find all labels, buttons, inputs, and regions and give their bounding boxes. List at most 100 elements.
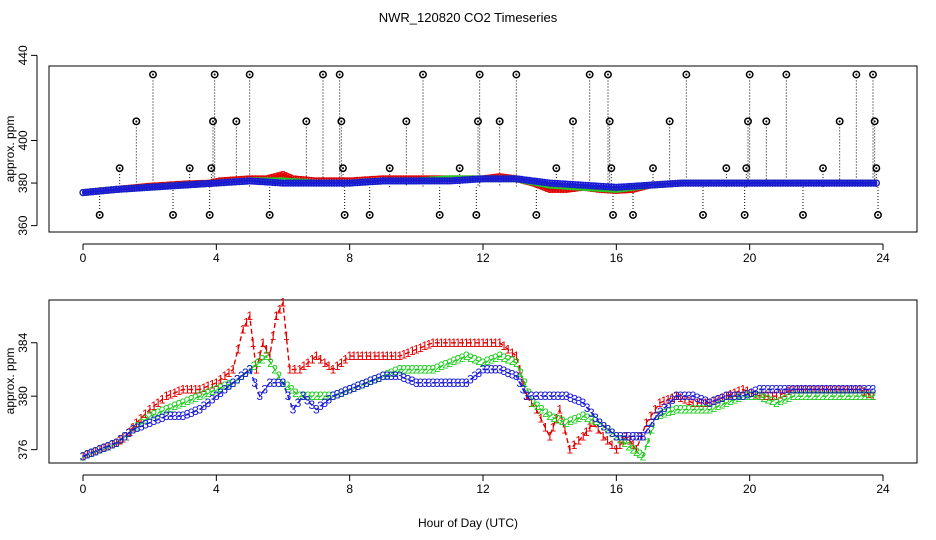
series-point-1: 1 — [371, 349, 378, 363]
series-point-2: 2 — [142, 413, 149, 427]
series-point-3: 3 — [537, 389, 544, 403]
series-point-1: 1 — [590, 416, 597, 430]
outlier-point-center — [765, 120, 768, 123]
x-tick-label: 8 — [346, 251, 353, 265]
series-point-3: 3 — [417, 376, 424, 390]
series-point-1: 1 — [480, 336, 487, 350]
series-point-3: 3 — [588, 406, 595, 420]
baseline-point-3 — [872, 179, 880, 187]
series-point-1: 1 — [595, 423, 602, 437]
series-point-2: 2 — [744, 389, 751, 403]
baseline-point-3 — [656, 180, 664, 189]
series-point-1: 1 — [253, 363, 260, 377]
series-point-1: 1 — [384, 349, 391, 363]
baseline-point-3 — [443, 177, 451, 185]
baseline-point-3 — [174, 181, 182, 190]
baseline-point-3 — [661, 180, 669, 188]
series-point-1: 1 — [609, 438, 616, 452]
series-point-3: 3 — [715, 393, 722, 407]
baseline-point-3 — [797, 179, 805, 187]
outlier-point — [385, 164, 394, 173]
baseline-point-3 — [694, 179, 703, 187]
outlier-point-center — [388, 167, 391, 170]
series-point-2: 2 — [159, 404, 166, 418]
series-point-1: 1 — [484, 336, 491, 350]
baseline-point-3 — [146, 183, 154, 191]
series-point-2: 2 — [434, 361, 441, 375]
series-point-1: 1 — [575, 434, 582, 448]
series-point-3: 3 — [321, 396, 328, 410]
outlier-point — [532, 211, 541, 219]
baseline-point-3 — [333, 179, 341, 187]
baseline-point-3 — [233, 178, 241, 186]
baseline-point-3 — [307, 179, 315, 187]
series-point-1: 1 — [363, 349, 370, 363]
baseline-point-3 — [828, 179, 836, 187]
baseline-point-3 — [271, 179, 279, 187]
baseline-point-3 — [287, 179, 295, 187]
outlier-point-center — [873, 120, 876, 123]
series-point-1: 1 — [171, 386, 178, 400]
baseline-point-3 — [751, 179, 759, 187]
series-point-3: 3 — [150, 414, 157, 428]
baseline-point-3 — [740, 179, 749, 187]
x-tick-label: 0 — [80, 251, 87, 265]
series-point-2: 2 — [794, 389, 801, 403]
series-point-2: 2 — [400, 363, 407, 377]
outlier-point-center — [877, 213, 879, 216]
series-point-3: 3 — [719, 391, 726, 405]
baseline-point-3 — [394, 177, 402, 185]
series-point-3: 3 — [334, 388, 341, 402]
series-point-2: 2 — [517, 366, 524, 380]
series-point-1: 1 — [550, 420, 557, 434]
outlier-point-center — [422, 73, 424, 76]
series-point-1: 1 — [409, 344, 416, 358]
baseline-point-3 — [235, 178, 243, 186]
series-point-1: 1 — [488, 336, 495, 350]
baseline-point-3 — [851, 179, 859, 187]
baseline-point-3 — [366, 178, 374, 186]
baseline-point-3 — [674, 179, 682, 187]
top-panel: approx. ppm 0 4 8 12 16 20 24 360 380 400 440 — [3, 45, 918, 265]
series-point-2: 2 — [484, 354, 491, 368]
series-point-1: 1 — [643, 416, 650, 430]
baseline-point-3 — [284, 179, 292, 187]
series-point-1: 1 — [446, 336, 453, 350]
baseline-point-3 — [607, 183, 615, 191]
outlier-point-center — [555, 167, 558, 170]
top-panel-x-axis: 0 4 8 12 16 20 24 — [80, 243, 890, 265]
series-point-2: 2 — [405, 363, 412, 377]
series-point-3: 3 — [295, 396, 302, 410]
outlier-point-center — [475, 213, 478, 216]
series-point-3: 3 — [309, 398, 316, 412]
series-point-1: 1 — [296, 363, 303, 377]
series-point-3: 3 — [677, 389, 684, 403]
outlier-point — [335, 70, 344, 79]
series-point-2: 2 — [450, 354, 457, 368]
baseline-point-3 — [223, 178, 231, 186]
series-point-3: 3 — [180, 409, 187, 423]
series-point-1: 1 — [359, 349, 366, 363]
baseline-point-3 — [617, 183, 626, 191]
series-point-3: 3 — [840, 383, 847, 397]
baseline-point-3 — [571, 181, 579, 189]
baseline-point-3 — [615, 183, 623, 191]
series-point-2: 2 — [525, 386, 532, 400]
baseline-point-3 — [717, 179, 726, 187]
outlier-point — [629, 211, 637, 219]
series-point-3: 3 — [413, 376, 420, 390]
series-point-1: 1 — [542, 420, 549, 434]
baseline-point-3 — [102, 186, 110, 194]
baseline-point-3 — [84, 188, 92, 196]
series-point-2: 2 — [100, 441, 107, 455]
series-point-3: 3 — [555, 389, 562, 403]
bottom-panel-ylabel: approx. ppm — [3, 348, 17, 415]
series-point-3: 3 — [134, 421, 141, 435]
series-point-2: 2 — [180, 396, 187, 410]
series-point-1: 1 — [417, 341, 424, 355]
series-point-1: 1 — [496, 336, 503, 350]
baseline-point-3 — [438, 177, 446, 185]
series-point-3: 3 — [350, 381, 357, 395]
baseline-point-3 — [228, 178, 236, 186]
